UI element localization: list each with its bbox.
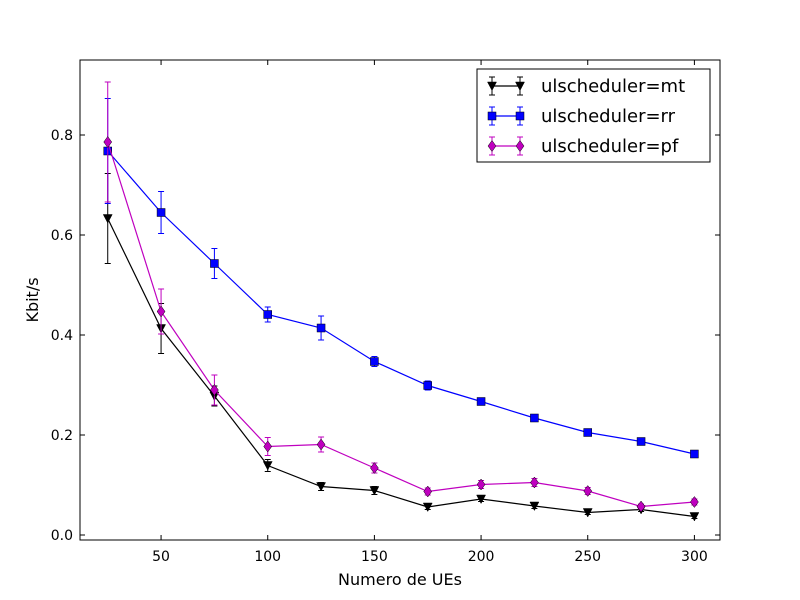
data-point bbox=[102, 214, 113, 224]
data-point bbox=[210, 259, 219, 268]
legend: ulscheduler=mt ulscheduler=rr ulscheduler=… bbox=[476, 68, 711, 163]
data-point bbox=[370, 357, 379, 366]
data-point bbox=[530, 413, 539, 423]
x-axis-label: Numero de UEs bbox=[338, 570, 462, 589]
data-point bbox=[690, 449, 699, 459]
data-point bbox=[370, 462, 379, 474]
legend-entry: ulscheduler=mt bbox=[487, 76, 685, 97]
data-point bbox=[156, 305, 166, 318]
plot-frame bbox=[79, 59, 721, 541]
data-point bbox=[262, 461, 273, 471]
legend-marker bbox=[487, 140, 497, 152]
x-tick-label: 150 bbox=[361, 549, 388, 565]
y-axis-label: Kbit/s bbox=[23, 277, 42, 322]
data-point bbox=[316, 482, 326, 492]
legend-entry: ulscheduler=pf bbox=[487, 136, 679, 157]
data-point bbox=[582, 508, 593, 518]
x-tick-label: 250 bbox=[574, 549, 601, 565]
data-point bbox=[210, 384, 219, 396]
series-line bbox=[107, 218, 695, 518]
data-point bbox=[583, 428, 592, 437]
series-ulscheduler-pf bbox=[103, 81, 699, 513]
data-point bbox=[476, 478, 486, 491]
data-point bbox=[103, 136, 113, 148]
data-point bbox=[529, 501, 540, 512]
data-point bbox=[690, 496, 699, 508]
y-tick-label: 0.6 bbox=[51, 228, 73, 244]
series-line bbox=[107, 150, 695, 455]
y-tick-label: 0.0 bbox=[51, 528, 73, 544]
data-point bbox=[369, 486, 380, 496]
data-point bbox=[156, 208, 166, 217]
y-tick-label: 0.4 bbox=[51, 328, 73, 344]
x-tick-label: 200 bbox=[468, 549, 495, 565]
y-tick-label: 0.8 bbox=[51, 128, 73, 144]
legend-label: ulscheduler=rr bbox=[541, 106, 676, 127]
data-point bbox=[476, 397, 486, 406]
series-layer bbox=[102, 81, 700, 522]
legend-label: ulscheduler=pf bbox=[541, 136, 679, 157]
x-tick-label: 100 bbox=[254, 549, 281, 565]
data-point bbox=[636, 437, 646, 446]
legend-label: ulscheduler=mt bbox=[541, 76, 685, 97]
x-tick-label: 50 bbox=[152, 549, 170, 565]
axis-layer: 50 100 150 200 250 300 0.0 0.2 0.4 0.6 0.8 bbox=[51, 60, 720, 565]
legend-marker bbox=[487, 81, 497, 92]
data-point bbox=[423, 381, 432, 390]
data-point bbox=[316, 438, 326, 451]
data-point bbox=[263, 310, 272, 319]
data-point bbox=[316, 323, 326, 333]
legend-marker bbox=[515, 111, 525, 121]
data-point bbox=[263, 440, 273, 453]
data-point bbox=[423, 485, 433, 498]
x-tick-label: 300 bbox=[681, 549, 708, 565]
data-point bbox=[476, 494, 486, 505]
y-tick-label: 0.2 bbox=[51, 428, 73, 444]
legend-marker bbox=[515, 140, 525, 152]
data-point bbox=[583, 485, 593, 497]
legend-entry: ulscheduler=rr bbox=[487, 106, 676, 127]
legend-marker bbox=[487, 111, 497, 121]
data-point bbox=[422, 502, 433, 513]
series-line bbox=[107, 141, 695, 508]
legend-marker bbox=[515, 81, 525, 92]
data-point bbox=[689, 512, 700, 522]
data-point bbox=[636, 500, 646, 513]
data-point bbox=[530, 476, 539, 489]
